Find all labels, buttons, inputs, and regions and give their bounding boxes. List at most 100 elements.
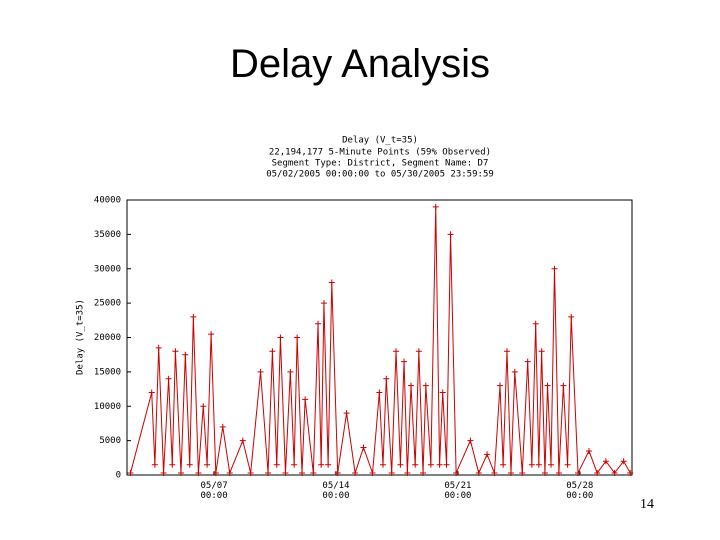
x-tick-label: 05/14 00:00 — [322, 481, 350, 501]
point-marker — [257, 368, 264, 375]
point-marker — [551, 265, 558, 272]
point-marker — [376, 389, 383, 396]
point-marker — [519, 469, 526, 476]
point-marker — [310, 469, 317, 476]
point-marker — [212, 469, 219, 476]
y-tick-label: 15000 — [94, 367, 121, 377]
y-axis-label: Delay (V_t=35) — [76, 299, 86, 375]
y-tick-label: 25000 — [94, 299, 121, 309]
point-marker — [427, 461, 434, 468]
point-marker — [408, 382, 415, 389]
point-marker — [439, 389, 446, 396]
point-marker — [172, 348, 179, 355]
point-marker — [507, 469, 514, 476]
point-marker — [503, 348, 510, 355]
point-marker — [500, 461, 507, 468]
point-marker — [383, 375, 390, 382]
point-marker — [148, 389, 155, 396]
point-marker — [568, 313, 575, 320]
point-marker — [269, 348, 276, 355]
point-marker — [352, 469, 359, 476]
x-tick-label: 05/21 00:00 — [444, 481, 472, 501]
point-marker — [265, 469, 272, 476]
point-marker — [511, 368, 518, 375]
point-marker — [397, 461, 404, 468]
point-marker — [484, 451, 491, 458]
point-marker — [195, 469, 202, 476]
point-marker — [208, 331, 215, 338]
page-number: 14 — [640, 497, 654, 512]
point-marker — [155, 344, 162, 351]
y-tick-label: 5000 — [99, 436, 121, 446]
point-marker — [315, 320, 322, 327]
slide-title: Delay Analysis — [229, 42, 491, 86]
point-marker — [325, 461, 332, 468]
point-marker — [379, 461, 386, 468]
chart-subtitle: 05/02/2005 00:00:00 to 05/30/2005 23:59:… — [266, 170, 494, 180]
point-marker — [491, 469, 498, 476]
point-marker — [544, 382, 551, 389]
point-marker — [447, 231, 454, 238]
point-marker — [186, 461, 193, 468]
point-marker — [369, 469, 376, 476]
point-marker — [291, 461, 298, 468]
point-marker — [555, 469, 562, 476]
point-marker — [548, 461, 555, 468]
point-marker — [443, 461, 450, 468]
point-marker — [160, 469, 167, 476]
point-marker — [177, 469, 184, 476]
point-marker — [273, 461, 280, 468]
point-marker — [343, 410, 350, 417]
point-marker — [190, 313, 197, 320]
point-marker — [627, 469, 634, 476]
series-line — [129, 206, 631, 475]
point-marker — [541, 469, 548, 476]
point-marker — [277, 334, 284, 341]
point-marker — [475, 469, 482, 476]
point-marker — [204, 461, 211, 468]
point-marker — [453, 469, 460, 476]
point-marker — [219, 423, 226, 430]
point-marker — [282, 469, 289, 476]
point-marker — [393, 348, 400, 355]
point-marker — [320, 300, 327, 307]
chart-subtitle: Segment Type: District, Segment Name: D7 — [272, 159, 489, 169]
point-marker — [328, 279, 335, 286]
y-tick-label: 40000 — [94, 196, 121, 206]
point-marker — [334, 469, 341, 476]
point-marker — [318, 461, 325, 468]
point-marker — [620, 458, 627, 465]
point-marker — [497, 382, 504, 389]
point-marker — [412, 461, 419, 468]
x-tick-label: 05/28 00:00 — [566, 481, 594, 501]
point-marker — [294, 334, 301, 341]
point-marker — [247, 469, 254, 476]
point-marker — [401, 358, 408, 365]
point-marker — [127, 469, 134, 476]
point-marker — [388, 469, 395, 476]
y-tick-label: 35000 — [94, 230, 121, 240]
point-marker — [535, 461, 542, 468]
point-marker — [169, 461, 176, 468]
chart-title: Delay (V_t=35) — [342, 136, 418, 146]
point-marker — [415, 348, 422, 355]
point-marker — [420, 469, 427, 476]
point-marker — [538, 348, 545, 355]
point-marker — [528, 461, 535, 468]
point-marker — [226, 469, 233, 476]
y-tick-label: 20000 — [94, 333, 121, 343]
point-marker — [239, 437, 246, 444]
point-marker — [299, 469, 306, 476]
point-marker — [432, 203, 439, 210]
point-marker — [404, 469, 411, 476]
point-marker — [585, 447, 592, 454]
point-marker — [436, 461, 443, 468]
point-marker — [611, 469, 618, 476]
point-marker — [524, 358, 531, 365]
point-marker — [287, 368, 294, 375]
x-tick-label: 05/07 00:00 — [200, 481, 228, 501]
point-marker — [594, 469, 601, 476]
point-marker — [575, 469, 582, 476]
y-tick-label: 10000 — [94, 402, 121, 412]
